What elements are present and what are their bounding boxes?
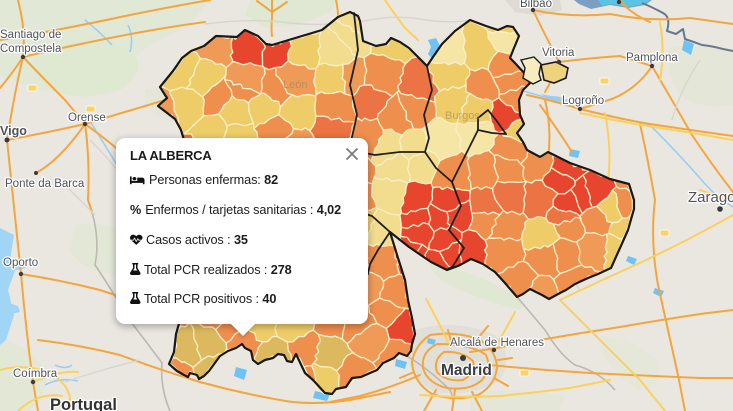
svg-text:Vitoria: Vitoria xyxy=(542,47,575,59)
svg-text:Burgos: Burgos xyxy=(445,110,480,122)
svg-text:Compostela: Compostela xyxy=(0,43,62,55)
svg-text:Pamplona: Pamplona xyxy=(626,52,678,64)
svg-text:Zaragoza: Zaragoza xyxy=(688,189,733,206)
svg-text:Logroño: Logroño xyxy=(562,95,604,107)
svg-text:Portugal: Portugal xyxy=(50,396,117,411)
svg-text:Bilbao: Bilbao xyxy=(520,0,552,10)
svg-text:Vigo: Vigo xyxy=(0,124,27,138)
svg-text:Ponte da Barca: Ponte da Barca xyxy=(5,178,85,190)
svg-text:León: León xyxy=(283,79,307,91)
svg-text:Santiago de: Santiago de xyxy=(0,29,61,41)
svg-text:Madrid: Madrid xyxy=(441,362,492,379)
svg-text:Oporto: Oporto xyxy=(3,257,38,269)
svg-text:Coímbra: Coímbra xyxy=(13,368,58,380)
svg-text:Orense: Orense xyxy=(68,112,106,124)
svg-text:Alcalá de Henares: Alcalá de Henares xyxy=(450,337,544,349)
